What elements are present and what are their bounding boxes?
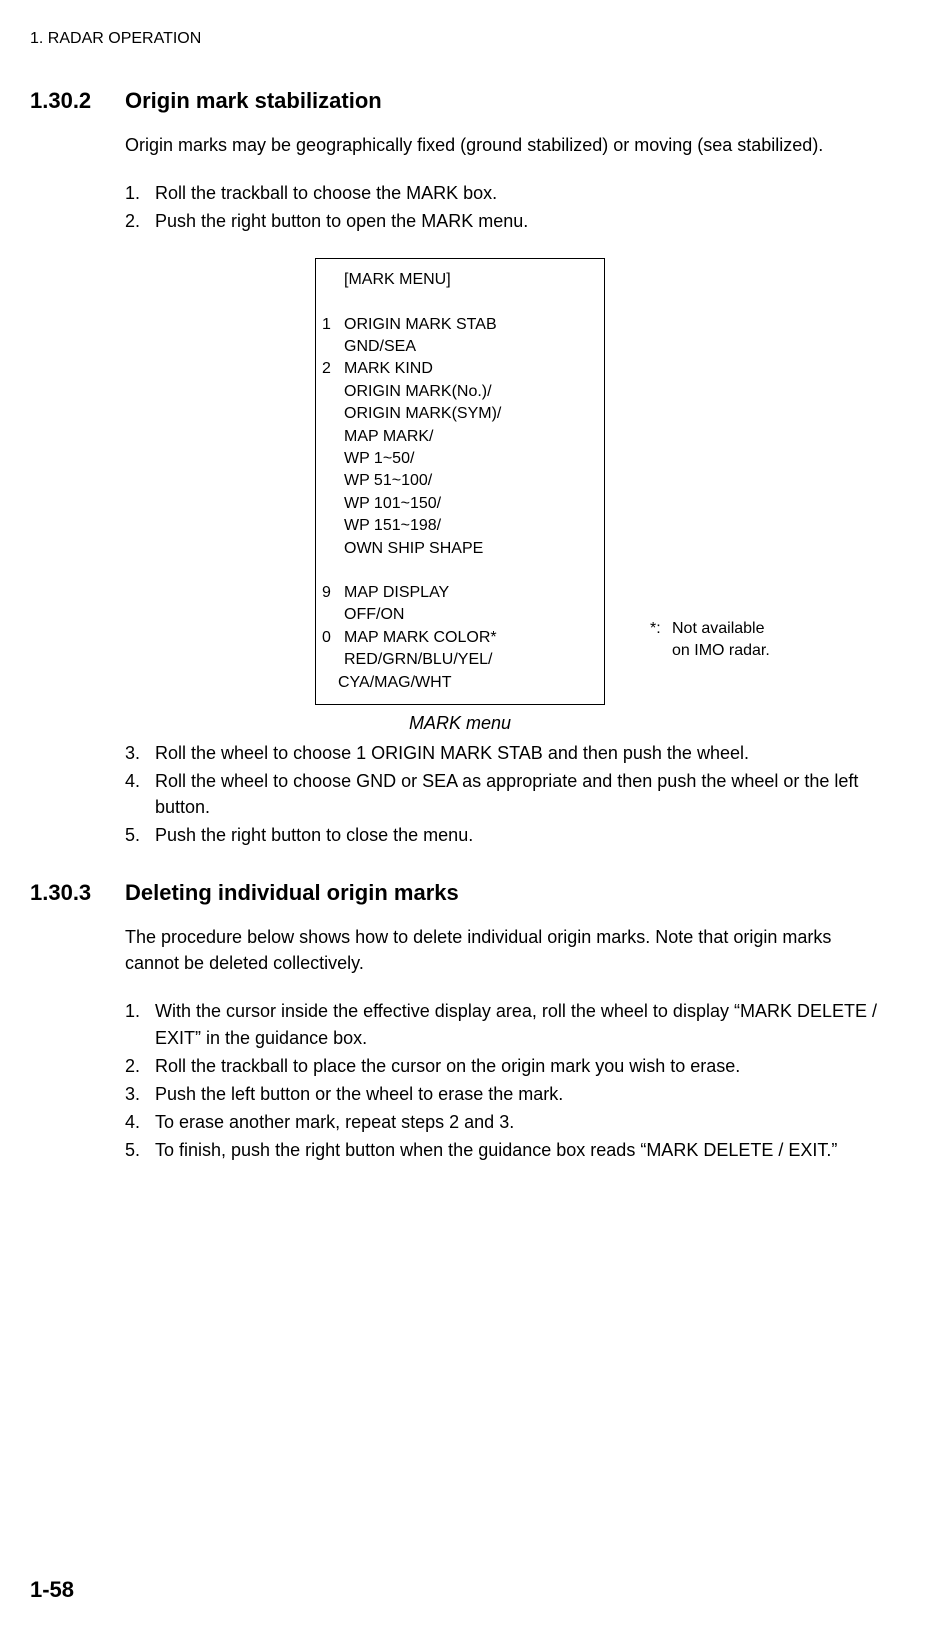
list-item: 2. Push the right button to open the MAR…: [125, 208, 890, 234]
menu-item: 2MARK KIND: [322, 358, 598, 380]
list-item: 2.Roll the trackball to place the cursor…: [125, 1053, 890, 1079]
mark-menu-footnote: *: Not available on IMO radar.: [650, 618, 810, 661]
footnote-text-2: on IMO radar.: [672, 640, 770, 662]
footnote-asterisk: *:: [650, 618, 672, 640]
menu-item-sub: OFF/ON: [322, 604, 598, 626]
menu-item-sub: CYA/MAG/WHT: [322, 672, 598, 694]
menu-item-index: 9: [322, 582, 344, 604]
list-item: 4.To erase another mark, repeat steps 2 …: [125, 1109, 890, 1135]
menu-item-label: ORIGIN MARK STAB: [344, 314, 598, 336]
page-header: 1. RADAR OPERATION: [30, 30, 890, 48]
section2-steps: 1.With the cursor inside the effective d…: [125, 998, 890, 1163]
list-item-number: 2.: [125, 208, 155, 234]
section-heading-1: 1.30.2 Origin mark stabilization: [30, 88, 890, 114]
list-item: 5.To finish, push the right button when …: [125, 1137, 890, 1163]
mark-menu-box: [MARK MENU] 1ORIGIN MARK STABGND/SEA2MAR…: [315, 258, 605, 705]
menu-item-index: 1: [322, 314, 344, 336]
list-item-text: To finish, push the right button when th…: [155, 1137, 890, 1163]
list-item-number: 5.: [125, 1137, 155, 1163]
menu-item-sub: WP 1~50/: [322, 448, 598, 470]
list-item-text: Push the right button to close the menu.: [155, 822, 890, 848]
section1-intro: Origin marks may be geographically fixed…: [125, 132, 890, 158]
list-item-number: 1.: [125, 180, 155, 206]
menu-item: 1ORIGIN MARK STAB: [322, 314, 598, 336]
mark-menu-title: [MARK MENU]: [322, 269, 598, 291]
menu-item-sub: GND/SEA: [322, 336, 598, 358]
list-item-number: 3.: [125, 1081, 155, 1107]
list-item: 5.Push the right button to close the men…: [125, 822, 890, 848]
menu-item-index: 0: [322, 627, 344, 649]
list-item: 3.Push the left button or the wheel to e…: [125, 1081, 890, 1107]
list-item-text: Roll the wheel to choose 1 ORIGIN MARK S…: [155, 740, 890, 766]
menu-item-sub: OWN SHIP SHAPE: [322, 538, 598, 560]
section-number: 1.30.3: [30, 880, 125, 906]
section2-intro: The procedure below shows how to delete …: [125, 924, 890, 976]
list-item-number: 5.: [125, 822, 155, 848]
menu-item: 9MAP DISPLAY: [322, 582, 598, 604]
section-heading-2: 1.30.3 Deleting individual origin marks: [30, 880, 890, 906]
section-title: Origin mark stabilization: [125, 88, 382, 114]
list-item-number: 1.: [125, 998, 155, 1050]
list-item-text: Push the right button to open the MARK m…: [155, 208, 890, 234]
list-item: 3.Roll the wheel to choose 1 ORIGIN MARK…: [125, 740, 890, 766]
menu-item-sub: ORIGIN MARK(SYM)/: [322, 403, 598, 425]
list-item: 1.With the cursor inside the effective d…: [125, 998, 890, 1050]
list-item-text: Roll the wheel to choose GND or SEA as a…: [155, 768, 890, 820]
menu-item-sub: WP 101~150/: [322, 493, 598, 515]
section1-steps-a: 1.Roll the trackball to choose the MARK …: [125, 180, 890, 234]
menu-item-sub: RED/GRN/BLU/YEL/: [322, 649, 598, 671]
list-item-text: Roll the trackball to place the cursor o…: [155, 1053, 890, 1079]
menu-item-label: MAP DISPLAY: [344, 582, 598, 604]
section1-steps-b: 3.Roll the wheel to choose 1 ORIGIN MARK…: [125, 740, 890, 848]
list-item-number: 4.: [125, 768, 155, 820]
section-number: 1.30.2: [30, 88, 125, 114]
list-item-text: Roll the trackball to choose the MARK bo…: [155, 180, 890, 206]
figure-caption: MARK menu: [30, 713, 890, 734]
footnote-text-1: Not available: [672, 618, 765, 640]
section-title: Deleting individual origin marks: [125, 880, 459, 906]
menu-item: 0MAP MARK COLOR*: [322, 627, 598, 649]
list-item: 4.Roll the wheel to choose GND or SEA as…: [125, 768, 890, 820]
list-item-number: 4.: [125, 1109, 155, 1135]
menu-item-label: MARK KIND: [344, 358, 598, 380]
list-item: 1.Roll the trackball to choose the MARK …: [125, 180, 890, 206]
list-item-number: 2.: [125, 1053, 155, 1079]
menu-item-sub: WP 151~198/: [322, 515, 598, 537]
menu-item-index: 2: [322, 358, 344, 380]
list-item-text: With the cursor inside the effective dis…: [155, 998, 890, 1050]
menu-spacer: [322, 560, 598, 582]
list-item-text: To erase another mark, repeat steps 2 an…: [155, 1109, 890, 1135]
page-number: 1-58: [30, 1577, 74, 1603]
mark-menu-figure: [MARK MENU] 1ORIGIN MARK STABGND/SEA2MAR…: [30, 258, 890, 705]
menu-item-sub: MAP MARK/: [322, 426, 598, 448]
list-item-number: 3.: [125, 740, 155, 766]
list-item-text: Push the left button or the wheel to era…: [155, 1081, 890, 1107]
menu-item-label: MAP MARK COLOR*: [344, 627, 598, 649]
menu-item-sub: WP 51~100/: [322, 470, 598, 492]
menu-item-sub: ORIGIN MARK(No.)/: [322, 381, 598, 403]
